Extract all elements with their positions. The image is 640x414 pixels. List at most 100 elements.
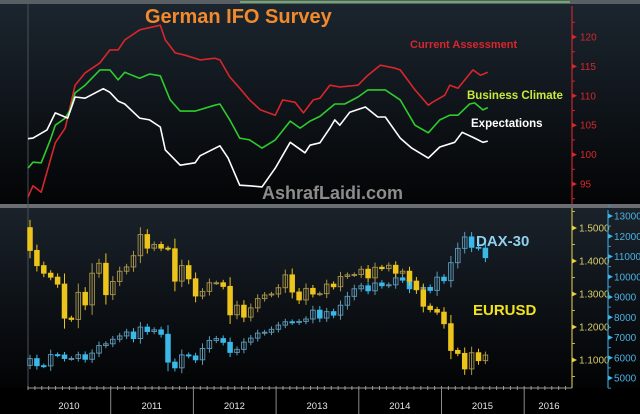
eurusd-candle xyxy=(254,298,261,309)
dax-candle xyxy=(275,324,282,330)
eurusd-y-tick-label: 1.2000 xyxy=(579,323,610,334)
x-tick-label: 2016 xyxy=(538,401,559,412)
x-tick-label: 2014 xyxy=(389,401,410,412)
x-tick-label: 2011 xyxy=(141,401,161,412)
dax-candle xyxy=(358,285,364,290)
eurusd-y-tick-label: 1.1000 xyxy=(579,356,610,367)
dax-tick-marker xyxy=(608,254,613,259)
eurusd-candle xyxy=(386,264,392,270)
eurusd-candle xyxy=(241,304,247,318)
panel-separator xyxy=(0,204,640,208)
eurusd-y-tick-label: 1.4000 xyxy=(579,257,610,268)
x-tick-label: 2013 xyxy=(307,401,328,412)
dax-candle xyxy=(482,247,489,259)
dax-candle xyxy=(427,286,433,291)
eurusd-candle xyxy=(468,352,475,370)
eurusd-tick-marker xyxy=(572,258,577,264)
eurusd-candle xyxy=(172,248,178,282)
dax-candle xyxy=(303,318,309,322)
dax-tick-marker xyxy=(608,375,613,381)
eurusd-candle xyxy=(47,272,54,278)
dax-candle xyxy=(61,354,68,359)
eurusd-candle xyxy=(448,323,454,351)
eurusd-candle xyxy=(372,266,378,279)
x-axis-bg xyxy=(0,388,640,414)
eurusd-candle xyxy=(151,244,157,249)
dax-candle xyxy=(227,341,233,353)
dax-tick-marker xyxy=(608,294,613,300)
eurusd-candle xyxy=(130,255,137,268)
eurusd-candle xyxy=(96,262,102,274)
eurusd-candle xyxy=(27,227,33,251)
dax-y-tick-label: 5000 xyxy=(614,374,637,385)
eurusd-candle xyxy=(399,270,406,274)
eurusd-candle xyxy=(179,265,185,282)
dax-candle xyxy=(68,357,75,360)
eurusd-candle xyxy=(34,249,40,267)
dax-candle xyxy=(455,247,461,264)
dax-candle xyxy=(123,331,130,337)
dax-candle xyxy=(351,288,358,297)
dax-candle xyxy=(165,333,171,363)
eurusd-candle xyxy=(144,234,151,249)
x-tick-label: 2015 xyxy=(472,401,493,412)
eurusd-candle xyxy=(158,244,164,249)
eurusd-candle xyxy=(75,291,82,320)
eurusd-candle xyxy=(61,283,68,319)
eurusd-candle xyxy=(296,291,302,301)
dax-tick-marker xyxy=(608,355,613,361)
dax-candle xyxy=(317,309,323,319)
eurusd-candle xyxy=(89,272,95,306)
eurusd-candle xyxy=(185,265,192,280)
eurusd-candle xyxy=(137,234,144,257)
dax-candle xyxy=(323,311,330,319)
eurusd-candle xyxy=(234,304,240,316)
dax-candle xyxy=(206,339,213,349)
eurusd-candle xyxy=(289,274,295,293)
legend-current-assessment: Current Assessment xyxy=(410,39,518,51)
dax-candle xyxy=(337,304,344,316)
dax-candle xyxy=(372,282,378,292)
dax-candle xyxy=(213,338,220,341)
dax-candle xyxy=(151,329,157,332)
eurusd-candle xyxy=(392,264,399,274)
ifo-tick-marker xyxy=(572,93,577,99)
eurusd-tick-marker xyxy=(572,291,577,297)
eurusd-y-tick-label: 1.5000 xyxy=(579,224,610,235)
dax-candle xyxy=(34,358,40,367)
eurusd-candle xyxy=(248,307,254,318)
dax-candle xyxy=(41,365,47,368)
eurusd-candle xyxy=(406,270,413,282)
eurusd-candle xyxy=(220,282,226,287)
eurusd-tick-marker xyxy=(572,225,577,231)
eurusd-tick-marker xyxy=(572,324,577,330)
dax-candle xyxy=(234,348,240,353)
dax-candle xyxy=(399,277,406,281)
dax-candle xyxy=(75,354,82,359)
eurusd-candle xyxy=(434,309,440,313)
eurusd-candle xyxy=(227,285,233,316)
legend-dax: DAX-30 xyxy=(476,233,530,250)
dax-candle xyxy=(261,331,268,334)
dax-candle xyxy=(220,338,226,343)
dax-candle xyxy=(386,284,392,287)
chart-title: German IFO Survey xyxy=(145,6,332,28)
dax-candle xyxy=(330,311,337,316)
legend-business-climate: Business Climate xyxy=(467,90,563,102)
dax-candle xyxy=(179,354,185,369)
eurusd-y-tick-label: 1.3000 xyxy=(579,290,610,301)
eurusd-candle xyxy=(461,352,468,370)
business-climate-line xyxy=(27,69,489,169)
eurusd-candle xyxy=(351,274,358,276)
eurusd-candle xyxy=(330,283,337,288)
dax-candle xyxy=(365,285,371,292)
eurusd-candle xyxy=(282,274,289,289)
eurusd-candle xyxy=(54,276,61,285)
dax-candle xyxy=(82,354,88,360)
eurusd-candle xyxy=(206,282,213,292)
top-border-accent xyxy=(240,1,570,3)
eurusd-candle xyxy=(165,247,171,250)
dax-candle xyxy=(54,354,61,357)
eurusd-candle xyxy=(413,280,420,291)
eurusd-candle xyxy=(455,349,461,354)
